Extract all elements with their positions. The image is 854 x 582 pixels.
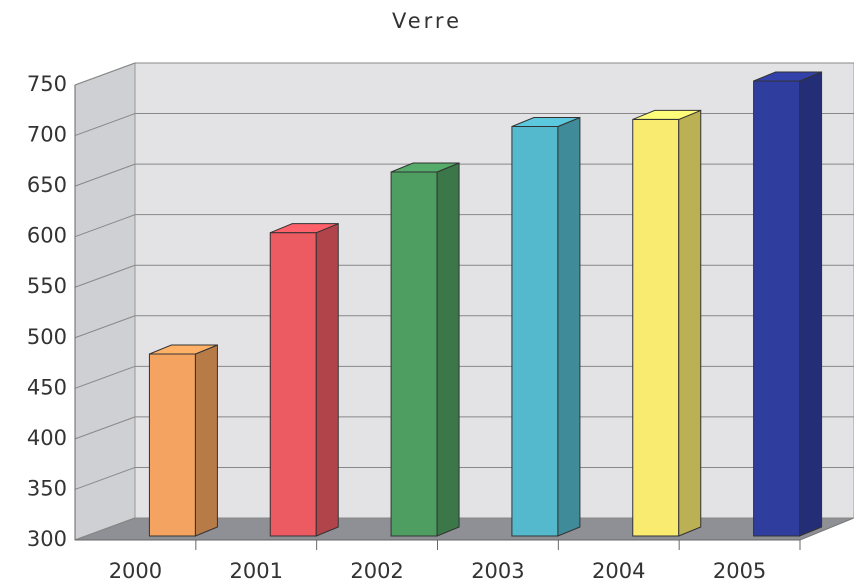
bar-side xyxy=(799,71,823,537)
bar-top xyxy=(149,344,218,355)
bar-side xyxy=(315,222,339,537)
bar xyxy=(511,126,559,537)
grid-line xyxy=(74,517,854,541)
bar-top xyxy=(511,117,581,127)
bar-top xyxy=(753,71,822,82)
x-tick-label: 2005 xyxy=(713,559,766,582)
y-tick-label: 600 xyxy=(27,224,67,248)
bar-side xyxy=(436,162,460,537)
y-tick-label: 750 xyxy=(27,72,67,96)
x-tick-label: 2000 xyxy=(109,559,162,582)
y-tick-label: 300 xyxy=(27,527,67,551)
grid-line xyxy=(74,315,854,339)
bar-top xyxy=(270,223,339,234)
x-tick-label: 2004 xyxy=(592,559,645,582)
grid-line xyxy=(74,113,854,137)
y-tick-label: 650 xyxy=(27,173,67,197)
grid-line xyxy=(74,62,854,86)
x-tick-label: 2001 xyxy=(230,559,283,582)
y-tick-label: 550 xyxy=(27,274,67,298)
bar xyxy=(753,80,801,537)
bar-side xyxy=(194,344,218,537)
bar xyxy=(148,353,196,537)
y-tick-label: 450 xyxy=(27,375,67,399)
bar-side xyxy=(557,116,581,537)
y-tick-label: 400 xyxy=(27,426,67,450)
grid-line xyxy=(74,466,854,490)
y-tick-label: 500 xyxy=(27,325,67,349)
y-tick-label: 350 xyxy=(27,476,67,500)
back-wall xyxy=(134,62,854,519)
x-tick-label: 2003 xyxy=(471,559,524,582)
bar-top xyxy=(632,109,701,120)
bar xyxy=(632,118,680,537)
bar-top xyxy=(390,162,460,173)
grid-line xyxy=(74,163,854,187)
grid-line xyxy=(74,365,854,389)
grid-line xyxy=(74,214,854,238)
x-tick-label: 2002 xyxy=(350,559,403,582)
bar-side xyxy=(678,109,702,537)
grid-line xyxy=(74,416,854,440)
y-tick-label: 700 xyxy=(27,123,67,147)
grid-line xyxy=(74,264,854,288)
bar xyxy=(390,171,438,537)
side-wall xyxy=(74,62,136,541)
bar xyxy=(269,232,317,537)
chart-title: Verre xyxy=(392,9,462,33)
